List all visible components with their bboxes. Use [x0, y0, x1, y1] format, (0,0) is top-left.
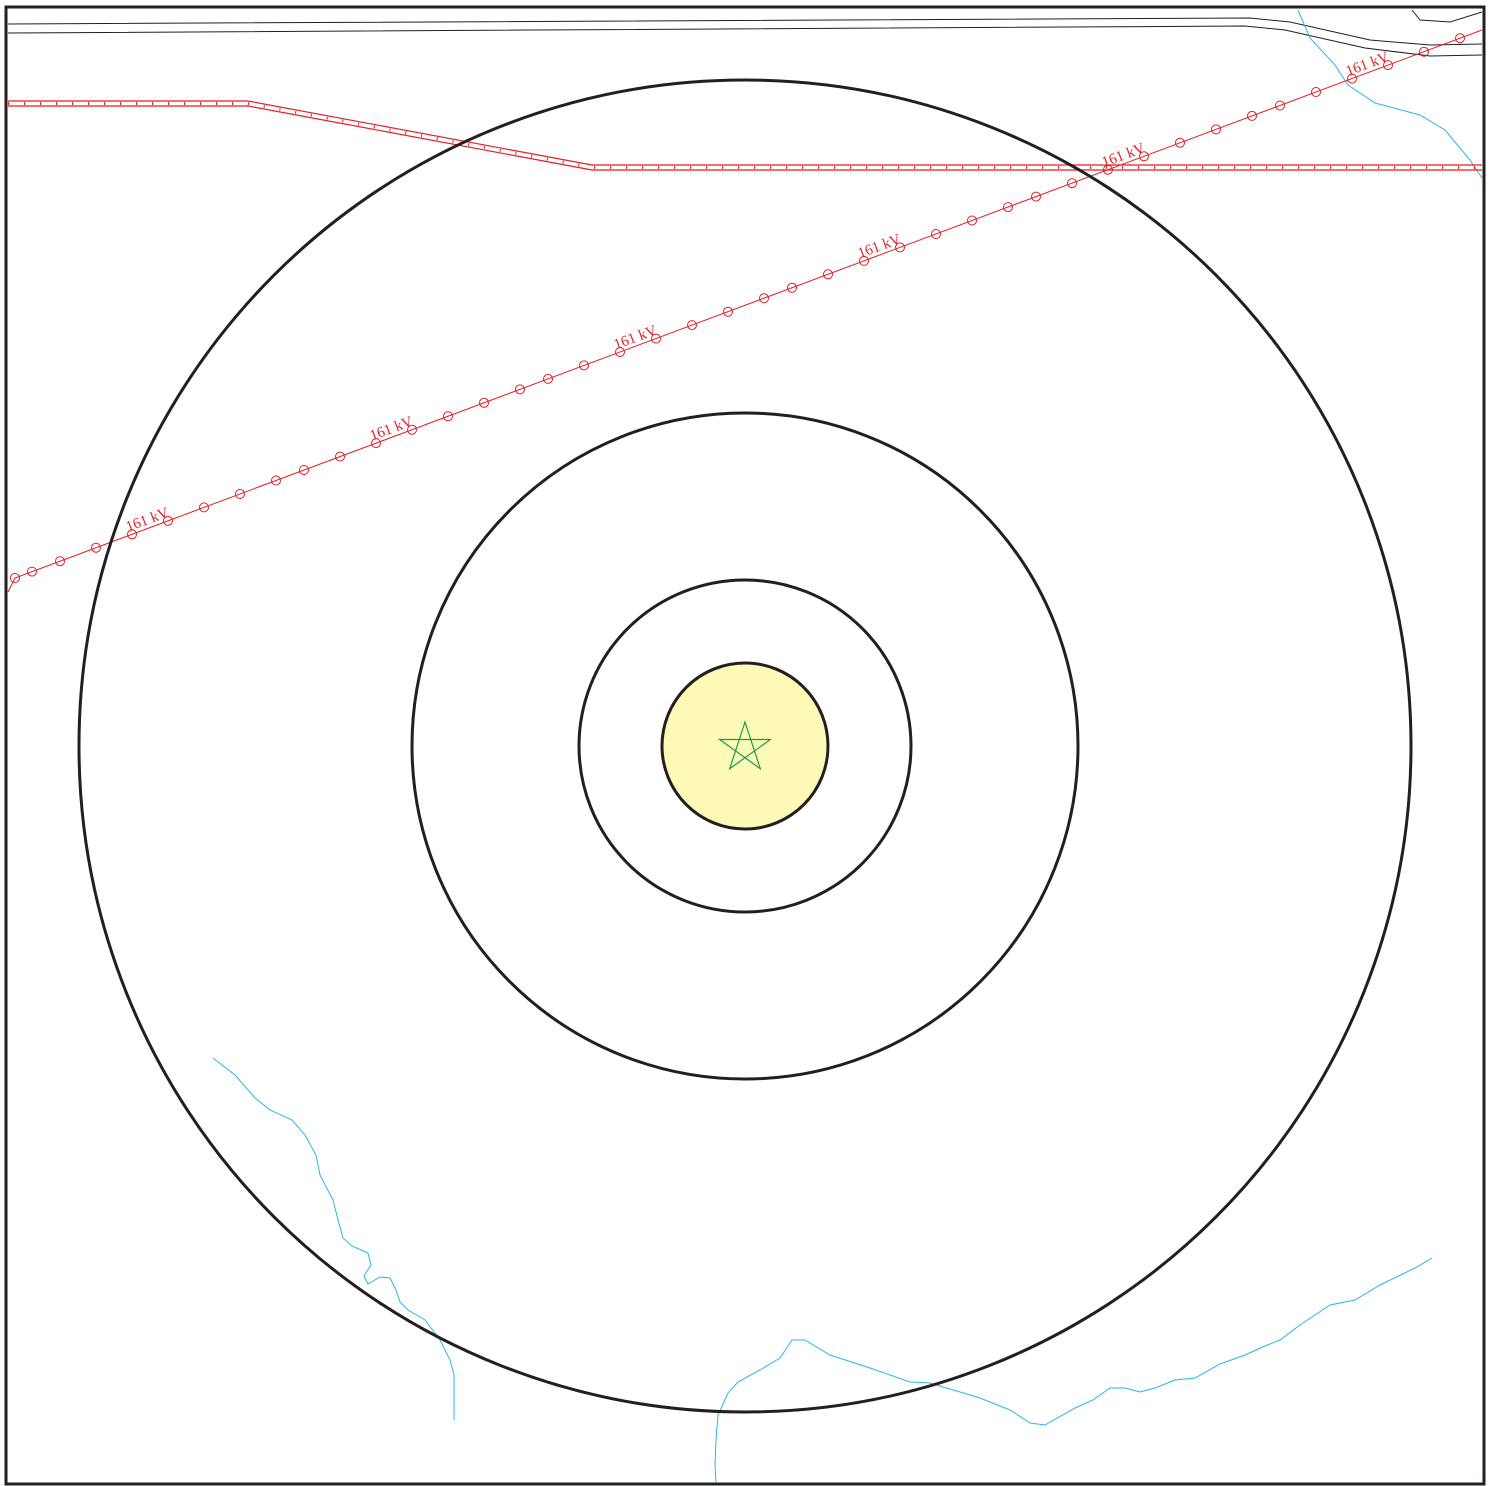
tower-circle-icon [967, 215, 977, 226]
tower-circle-icon [895, 242, 905, 253]
tower-circle-icon [10, 573, 20, 583]
tower-group [10, 33, 1465, 583]
tower-circle-icon [1247, 110, 1257, 121]
tower-circle-icon [1031, 191, 1041, 202]
tower-circle-icon [235, 489, 245, 499]
tower-circle-icon [27, 566, 37, 577]
ring-inner [577, 578, 913, 914]
tower-circle-icon [1383, 60, 1393, 71]
site-area [660, 661, 830, 831]
tower-circle-icon [1003, 202, 1013, 213]
distance-rings [77, 78, 1413, 1414]
ring-middle [410, 411, 1080, 1081]
tower-circle-icon [1139, 151, 1149, 162]
tower-circle-icon [1347, 73, 1357, 84]
tower-circle-icon [723, 306, 733, 317]
star-icon [717, 720, 773, 771]
stream [212, 9, 1483, 1484]
tower-circle-icon [1311, 87, 1321, 97]
tower-circle-icon [543, 373, 553, 384]
tower-circle-icon [759, 293, 769, 304]
tower-circle-icon [443, 411, 453, 422]
tower-circle-icon [515, 384, 525, 395]
tower-circle-icon [1175, 137, 1185, 148]
tower-circle-icon [91, 542, 101, 553]
power-line-double [8, 100, 1482, 171]
tower-circle-icon [479, 397, 489, 408]
tower-circle-icon [823, 269, 833, 280]
tower-circle-icon [1275, 100, 1285, 111]
tower-circle-icon [371, 438, 381, 449]
tower-circle-icon [651, 333, 661, 344]
tower-circle-icon [299, 465, 309, 475]
tower-circle-icon [1211, 124, 1221, 135]
tower-circle-icon [1103, 164, 1113, 175]
ring-outer [77, 78, 1413, 1414]
tower-circle-icon [127, 529, 137, 540]
tower-circle-icon [199, 502, 209, 513]
tower-circle-icon [1067, 178, 1077, 189]
power-line-161kv-path [7, 29, 1483, 593]
tower-circle-icon [407, 424, 417, 435]
tower-circle-icon [615, 347, 625, 357]
tower-circle-icon [163, 515, 173, 526]
tower-circle-icon [55, 556, 65, 567]
road [7, 9, 1483, 57]
tower-circle-icon [687, 320, 697, 331]
tower-circle-icon [931, 229, 941, 239]
tower-circle-icon [271, 475, 281, 486]
tower-circle-icon [787, 282, 797, 293]
tower-circle-icon [859, 255, 869, 266]
tower-circle-icon [335, 451, 345, 462]
tower-circle-icon [1455, 33, 1465, 44]
tower-circle-icon [1419, 46, 1429, 57]
tower-circle-icon [579, 360, 589, 371]
